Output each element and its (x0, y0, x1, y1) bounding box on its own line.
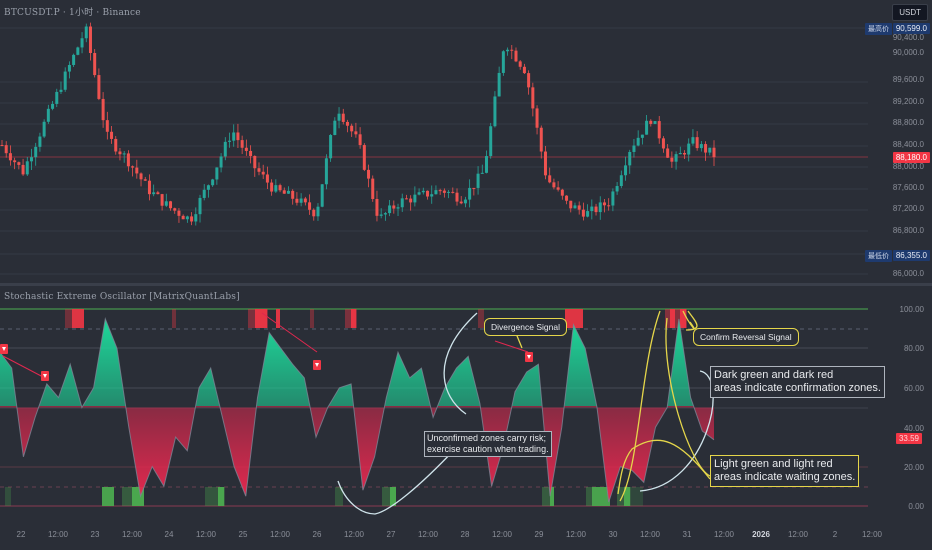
price-tick: 87,600.0 (892, 183, 924, 192)
oscillator-pane[interactable]: Stochastic Extreme Oscillator [MatrixQua… (0, 286, 932, 520)
osc-current-value: 33.59 (895, 433, 922, 444)
callout-line: areas indicate waiting zones. (714, 471, 856, 483)
confirmation-zones-callout: Dark green and dark red areas indicate c… (710, 366, 885, 398)
currency-selector[interactable]: USDT (892, 4, 928, 21)
time-tick: 12:00 (417, 530, 439, 539)
candlestick-chart[interactable] (0, 0, 932, 283)
time-tick: 12:00 (195, 530, 217, 539)
time-tick: 12:00 (269, 530, 291, 539)
time-tick: 22 (16, 530, 26, 539)
last-price-label: 88,180.0 (892, 152, 930, 163)
time-tick: 23 (90, 530, 100, 539)
price-tick: 88,000.0 (892, 162, 924, 171)
price-tick: 89,200.0 (892, 97, 924, 106)
callout-line: Light green and light red (714, 458, 833, 470)
price-tick: 86,000.0 (892, 269, 924, 278)
high-label: 最高价 (865, 23, 892, 35)
time-tick: 2 (832, 530, 838, 539)
time-tick: 12:00 (787, 530, 809, 539)
price-tick: 88,400.0 (892, 140, 924, 149)
time-tick: 30 (608, 530, 618, 539)
osc-tick: 60.00 (903, 384, 924, 393)
time-tick: 12:00 (565, 530, 587, 539)
divergence-markers (0, 344, 533, 381)
callout-line: exercise caution when trading. (427, 444, 549, 454)
osc-tick: 0.00 (908, 502, 924, 511)
high-value: 90,599.0 (892, 23, 930, 34)
price-tick: 88,800.0 (892, 118, 924, 127)
time-axis[interactable]: 22 12:00 23 12:00 24 12:00 25 12:00 26 12:00 27 12:… (0, 520, 932, 550)
indicator-title[interactable]: Stochastic Extreme Oscillator [MatrixQua… (4, 292, 240, 302)
unconfirmed-zones-callout: Unconfirmed zones carry risk; exercise c… (424, 431, 552, 457)
time-tick: 12:00 (861, 530, 883, 539)
osc-tick: 40.00 (903, 424, 924, 433)
time-tick: 29 (534, 530, 544, 539)
divergence-signal-callout: Divergence Signal (484, 318, 567, 336)
time-tick: 2026 (752, 530, 770, 539)
osc-tick: 100.00 (899, 305, 924, 314)
callout-line: areas indicate confirmation zones. (714, 382, 881, 394)
time-tick: 28 (460, 530, 470, 539)
price-tick: 90,400.0 (892, 33, 924, 42)
price-tick: 90,000.0 (892, 48, 924, 57)
time-tick: 31 (682, 530, 692, 539)
symbol-title: BTCUSDT.P · 1小时 · Binance (4, 8, 141, 18)
price-chart-pane[interactable]: BTCUSDT.P · 1小时 · Binance USDT 最高价 90,59… (0, 0, 932, 283)
callout-line: Dark green and dark red (714, 369, 834, 381)
price-tick: 89,600.0 (892, 75, 924, 84)
osc-tick: 20.00 (903, 463, 924, 472)
time-tick: 27 (386, 530, 396, 539)
time-tick: 12:00 (121, 530, 143, 539)
time-tick: 12:00 (639, 530, 661, 539)
time-tick: 12:00 (713, 530, 735, 539)
low-label: 最低价 (865, 250, 892, 262)
waiting-zones-callout: Light green and light red areas indicate… (710, 455, 860, 487)
price-tick: 86,800.0 (892, 226, 924, 235)
callout-line: Unconfirmed zones carry risk; (427, 433, 547, 443)
time-tick: 24 (164, 530, 174, 539)
low-value: 86,355.0 (892, 250, 930, 261)
time-tick: 12:00 (491, 530, 513, 539)
pane-divider[interactable] (0, 283, 932, 286)
time-tick: 25 (238, 530, 248, 539)
osc-tick: 80.00 (903, 344, 924, 353)
time-tick: 12:00 (343, 530, 365, 539)
time-tick: 12:00 (47, 530, 69, 539)
confirm-reversal-callout: Confirm Reversal Signal (693, 328, 799, 346)
time-tick: 26 (312, 530, 322, 539)
price-tick: 87,200.0 (892, 204, 924, 213)
